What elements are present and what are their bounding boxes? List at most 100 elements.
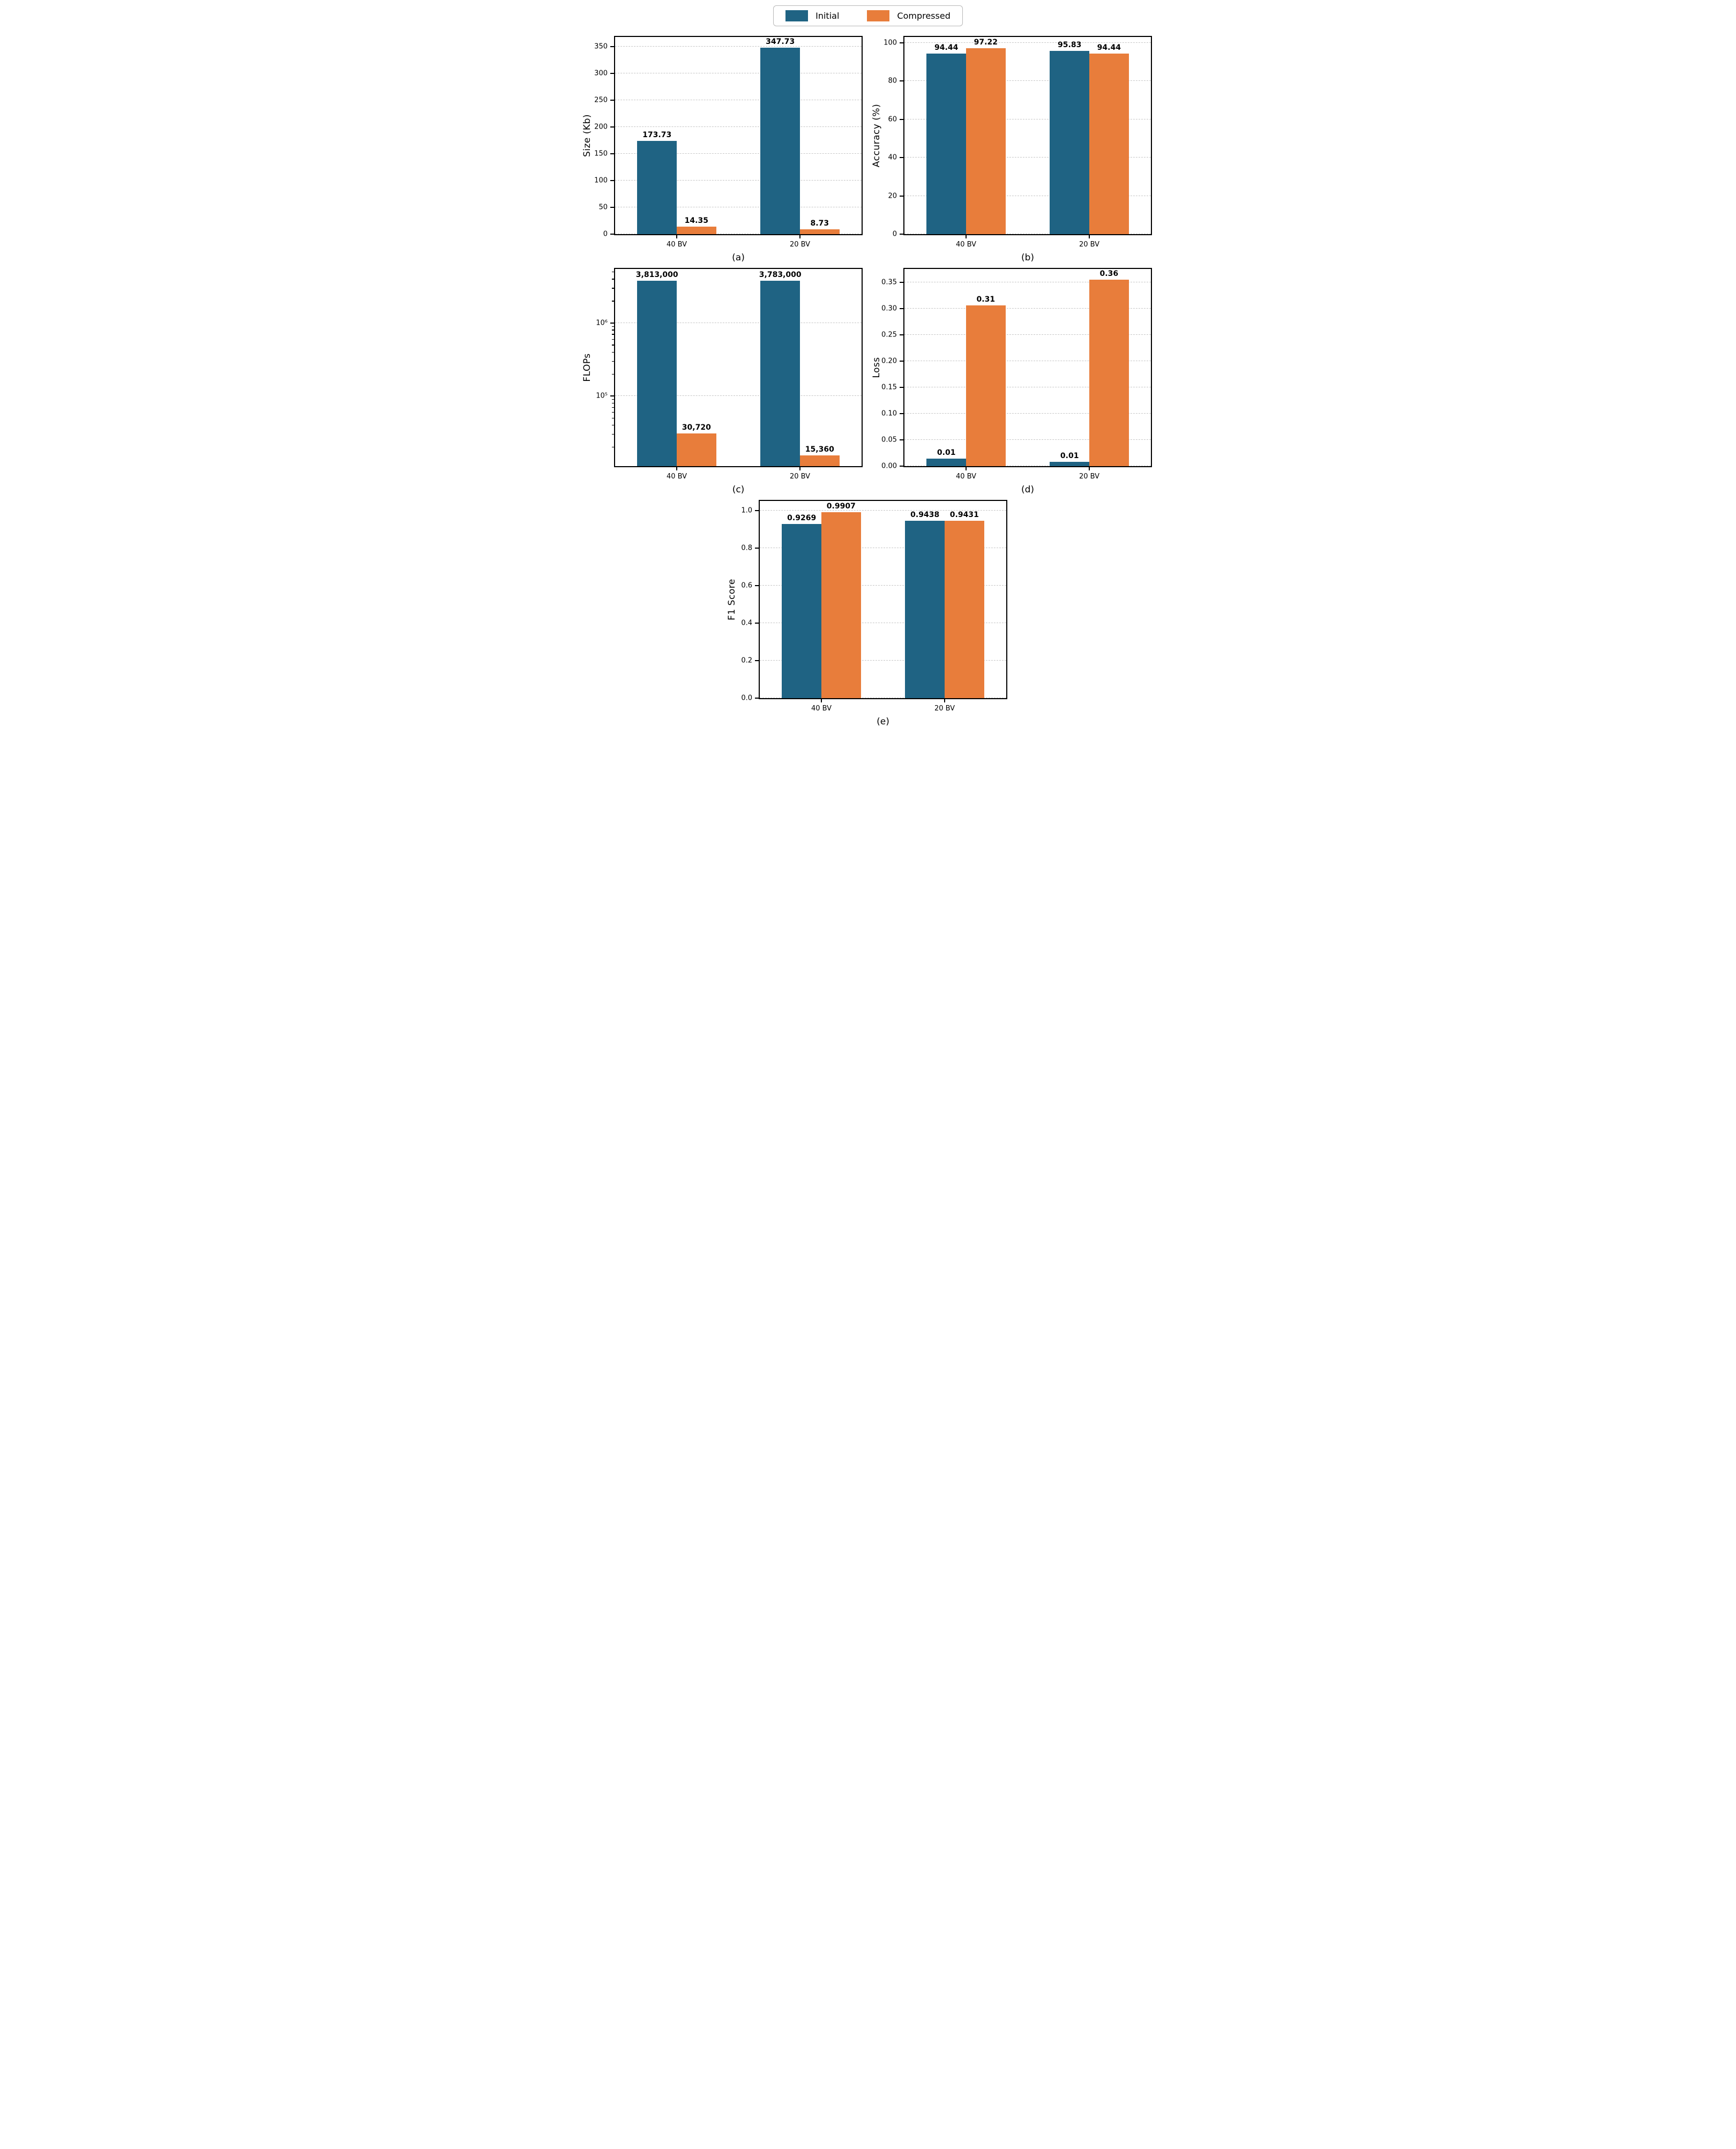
bar-initial-40-bv <box>637 141 677 234</box>
legend-item-initial: Initial <box>785 10 839 21</box>
caption-e: (e) <box>877 716 889 727</box>
bar-value-label: 8.73 <box>810 219 829 228</box>
legend-label-compressed: Compressed <box>897 11 951 21</box>
x-category-label: 40 BV <box>955 241 977 249</box>
axes-d: 0.00 0.05 0.10 0.15 0.20 0.25 0.30 0.35 40 BV 0.0… <box>881 268 1152 481</box>
y-tick-label: 0 <box>892 230 897 238</box>
y-minor-tick-mark <box>612 399 615 400</box>
bar-value-label: 173.73 <box>642 131 672 140</box>
y-tick-mark <box>900 413 904 414</box>
y-axis-label-f1: F1 Score <box>727 579 737 620</box>
bar-value-label: 0.9431 <box>949 511 979 520</box>
y-tick-label: 200 <box>594 123 608 131</box>
y-tick-label: 0.2 <box>741 656 752 665</box>
panel-a: Size (Kb) 0 50 100 150 200 250 300 350 40 BV 173.… <box>579 33 868 265</box>
legend-swatch-compressed <box>867 10 890 21</box>
legend-swatch-initial <box>785 10 809 21</box>
caption-c: (c) <box>732 484 745 495</box>
bar-value-label: 3,783,000 <box>759 271 802 280</box>
bar-compressed-20-bv <box>800 229 840 234</box>
y-tick-label: 100 <box>594 176 608 185</box>
y-tick-mark <box>900 308 904 309</box>
bar-compressed-40-bv <box>821 512 861 698</box>
x-category-label: 20 BV <box>789 241 811 249</box>
bar-value-label: 0.9907 <box>826 501 856 511</box>
axes-e: 0.0 0.2 0.4 0.6 0.8 1.0 40 BV 0.9269 0.9907 20 BV… <box>741 500 1007 713</box>
gridline <box>615 153 862 154</box>
y-tick-label: 350 <box>594 42 608 51</box>
y-tick-mark <box>610 234 615 235</box>
y-tick-mark <box>900 281 904 283</box>
gridline <box>904 413 1151 414</box>
y-minor-tick-mark <box>612 339 615 340</box>
legend: Initial Compressed <box>773 5 963 26</box>
bar-compressed-20-bv <box>1089 279 1129 466</box>
y-minor-tick-mark <box>612 433 615 435</box>
y-tick-mark <box>755 547 760 549</box>
gridline <box>904 334 1151 335</box>
bar-initial-20-bv <box>1050 50 1089 234</box>
x-category-label: 20 BV <box>789 473 811 481</box>
y-tick-label: 60 <box>888 115 897 124</box>
bar-compressed-40-bv <box>677 226 716 234</box>
y-tick-mark <box>900 234 904 235</box>
legend-item-compressed: Compressed <box>867 10 951 21</box>
bar-value-label: 95.83 <box>1058 40 1082 49</box>
y-tick-label: 0.8 <box>741 544 752 552</box>
y-tick-label: 0.35 <box>881 278 897 287</box>
y-tick-label: 0.10 <box>881 409 897 418</box>
y-minor-tick-mark <box>612 373 615 375</box>
bar-value-label: 347.73 <box>766 38 795 47</box>
y-tick-label: 20 <box>888 192 897 200</box>
bar-value-label: 0.36 <box>1099 269 1119 278</box>
y-tick-mark <box>900 80 904 82</box>
y-axis-label-size: Size (Kb) <box>582 114 593 158</box>
x-category-label: 40 BV <box>811 705 832 713</box>
y-tick-label: 0.25 <box>881 331 897 339</box>
y-tick-mark <box>900 157 904 159</box>
x-category-label: 40 BV <box>666 473 687 481</box>
y-tick-mark <box>900 334 904 335</box>
y-minor-tick-mark <box>612 326 615 327</box>
axes-c: 10⁵ 10⁶ 40 BV 3,813,000 30,720 20 BV 3,783,000… <box>596 268 863 481</box>
bar-compressed-20-bv <box>945 521 984 698</box>
gridline <box>760 510 1006 511</box>
y-tick-mark <box>610 322 615 324</box>
gridline <box>615 126 862 127</box>
caption-b: (b) <box>1021 252 1035 263</box>
x-tick-mark <box>676 234 677 238</box>
x-category-label: 20 BV <box>934 705 955 713</box>
bar-value-label: 0.9438 <box>910 511 940 520</box>
bar-value-label: 15,360 <box>805 445 834 454</box>
y-tick-label: 80 <box>888 77 897 85</box>
y-axis-label-loss: Loss <box>871 357 882 378</box>
gridline <box>904 42 1151 43</box>
bar-compressed-20-bv <box>1089 53 1129 234</box>
y-tick-mark <box>900 466 904 467</box>
x-category-label: 40 BV <box>666 241 687 249</box>
y-tick-mark <box>610 100 615 101</box>
y-tick-mark <box>900 439 904 440</box>
panel-c: FLOPs 10⁵ 10⁶ 40 BV 3,813,000 30,720 20 BV 3,7… <box>579 265 868 497</box>
axes-b: 0 20 40 60 80 100 40 BV 94.44 97.22 20 BV 95.83 94.… <box>884 36 1152 249</box>
y-tick-mark <box>900 42 904 43</box>
y-tick-label: 0 <box>603 230 608 238</box>
y-tick-label: 0.20 <box>881 357 897 365</box>
y-tick-label: 0.4 <box>741 619 752 627</box>
bar-initial-40-bv <box>782 524 821 698</box>
gridline <box>760 585 1006 586</box>
x-tick-mark <box>966 234 967 238</box>
y-tick-mark <box>900 118 904 120</box>
bar-value-label: 94.44 <box>934 43 959 52</box>
y-tick-label: 0.15 <box>881 383 897 392</box>
bar-value-label: 97.22 <box>974 38 998 47</box>
y-axis-label-flops: FLOPs <box>582 353 593 382</box>
y-tick-label: 10⁵ <box>596 392 608 400</box>
y-minor-tick-mark <box>612 351 615 353</box>
y-tick-label: 40 <box>888 153 897 162</box>
x-tick-mark <box>1089 234 1090 238</box>
bar-initial-40-bv <box>926 459 966 466</box>
bar-value-label: 3,813,000 <box>635 270 678 279</box>
gridline <box>615 395 862 396</box>
bar-compressed-40-bv <box>677 433 716 466</box>
